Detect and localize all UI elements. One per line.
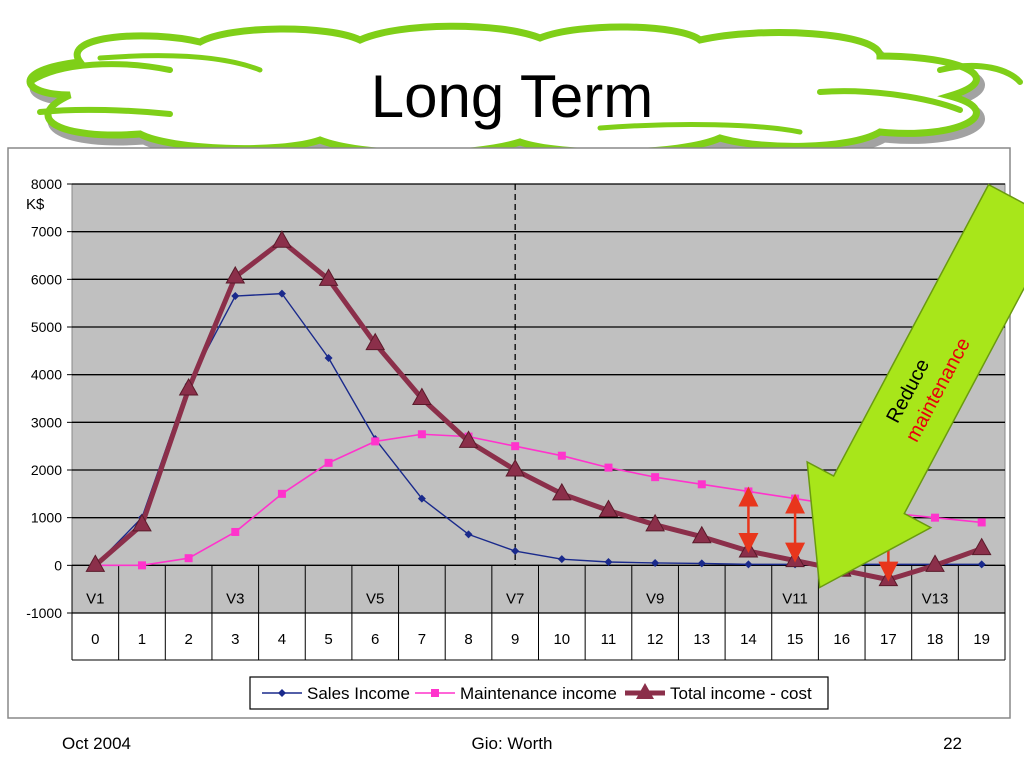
data-point — [604, 557, 613, 566]
y-tick-label: 3000 — [31, 414, 62, 430]
legend-marker — [431, 689, 439, 697]
x-tick-label: 5 — [324, 631, 332, 648]
y-tick-label: -1000 — [26, 605, 62, 621]
data-point — [691, 525, 712, 544]
data-point — [557, 555, 566, 564]
version-label: V3 — [226, 590, 244, 607]
x-tick-label: 12 — [647, 631, 664, 648]
x-tick-label: 6 — [371, 631, 379, 648]
data-point — [184, 554, 193, 563]
x-tick-label: 14 — [740, 631, 757, 648]
data-point — [511, 442, 520, 451]
data-point — [277, 289, 286, 298]
data-point — [417, 430, 426, 439]
legend-label: Sales Income — [307, 684, 410, 703]
data-point — [464, 530, 473, 539]
data-point — [85, 554, 106, 572]
version-label: V13 — [922, 590, 949, 607]
data-point — [925, 554, 945, 572]
footer-page-number: 22 — [943, 734, 962, 753]
version-label: V11 — [782, 590, 808, 607]
data-point — [231, 292, 240, 301]
x-tick-label: 13 — [693, 631, 710, 648]
data-point — [225, 265, 246, 284]
footer-date: Oct 2004 — [62, 734, 131, 753]
data-point — [458, 430, 479, 448]
data-point — [791, 494, 800, 503]
data-point — [604, 463, 613, 472]
data-point — [645, 513, 665, 532]
x-tick-label: 8 — [464, 631, 472, 648]
legend-marker — [278, 689, 286, 697]
x-tick-label: 10 — [553, 631, 570, 648]
x-tick-label: 3 — [231, 631, 239, 648]
data-point — [697, 559, 706, 568]
x-tick-label: 0 — [91, 631, 99, 648]
data-point — [365, 332, 386, 351]
y-axis-label: K$ — [26, 196, 45, 213]
version-label: V7 — [506, 590, 524, 607]
x-tick-label: 7 — [418, 631, 426, 648]
data-point — [132, 513, 152, 532]
data-point — [272, 230, 292, 248]
footer-author: Gio: Worth — [471, 734, 553, 753]
data-point — [417, 494, 426, 503]
x-tick-label: 19 — [973, 631, 990, 648]
legend-label: Total income - cost — [670, 684, 812, 703]
x-tick-label: 16 — [833, 631, 850, 648]
data-point — [178, 377, 199, 396]
x-tick-label: 18 — [927, 631, 944, 648]
x-tick-label: 17 — [880, 631, 897, 648]
data-point — [977, 518, 986, 527]
data-point — [511, 547, 520, 556]
data-point — [977, 560, 986, 569]
y-tick-label: 7000 — [31, 224, 62, 240]
legend-label: Maintenance income — [460, 684, 617, 703]
version-label: V9 — [646, 590, 664, 607]
y-tick-label: 2000 — [31, 462, 62, 478]
x-tick-label: 1 — [138, 631, 146, 648]
x-tick-label: 2 — [184, 631, 192, 648]
data-point — [324, 458, 333, 467]
legend-box — [249, 676, 829, 710]
long-term-chart: 8000 7000 6000 5000 4000 3000 2000 1000 0 -1000 K$… — [7, 147, 1024, 719]
data-point — [744, 560, 753, 569]
data-point — [505, 458, 526, 477]
data-point — [324, 353, 333, 362]
data-point — [371, 437, 380, 446]
data-point — [412, 387, 432, 405]
data-point — [551, 482, 572, 501]
x-tick-label: 9 — [511, 631, 519, 648]
data-point — [231, 527, 240, 536]
data-point — [744, 487, 753, 496]
y-tick-label: 6000 — [31, 271, 62, 287]
data-point — [651, 558, 660, 567]
data-point — [971, 537, 992, 556]
data-point — [697, 480, 706, 489]
y-tick-label: 0 — [54, 557, 62, 573]
data-point — [318, 268, 339, 286]
x-tick-label: 11 — [601, 631, 617, 648]
arrow-shape — [806, 183, 1024, 589]
data-point — [137, 561, 146, 570]
data-point — [651, 473, 660, 482]
y-tick-label: 8000 — [31, 176, 62, 192]
data-point — [557, 451, 566, 460]
version-label: V1 — [86, 590, 104, 607]
version-label: V5 — [366, 590, 384, 607]
y-tick-label: 5000 — [31, 319, 62, 335]
y-tick-label: 4000 — [31, 367, 62, 383]
data-point — [598, 499, 619, 518]
data-point — [277, 489, 286, 498]
y-tick-label: 1000 — [31, 510, 62, 526]
x-tick-label: 15 — [787, 631, 804, 648]
data-point — [931, 513, 940, 522]
legend-marker — [636, 683, 654, 699]
x-tick-label: 4 — [278, 631, 286, 648]
slide-title: Long Term — [370, 63, 654, 130]
